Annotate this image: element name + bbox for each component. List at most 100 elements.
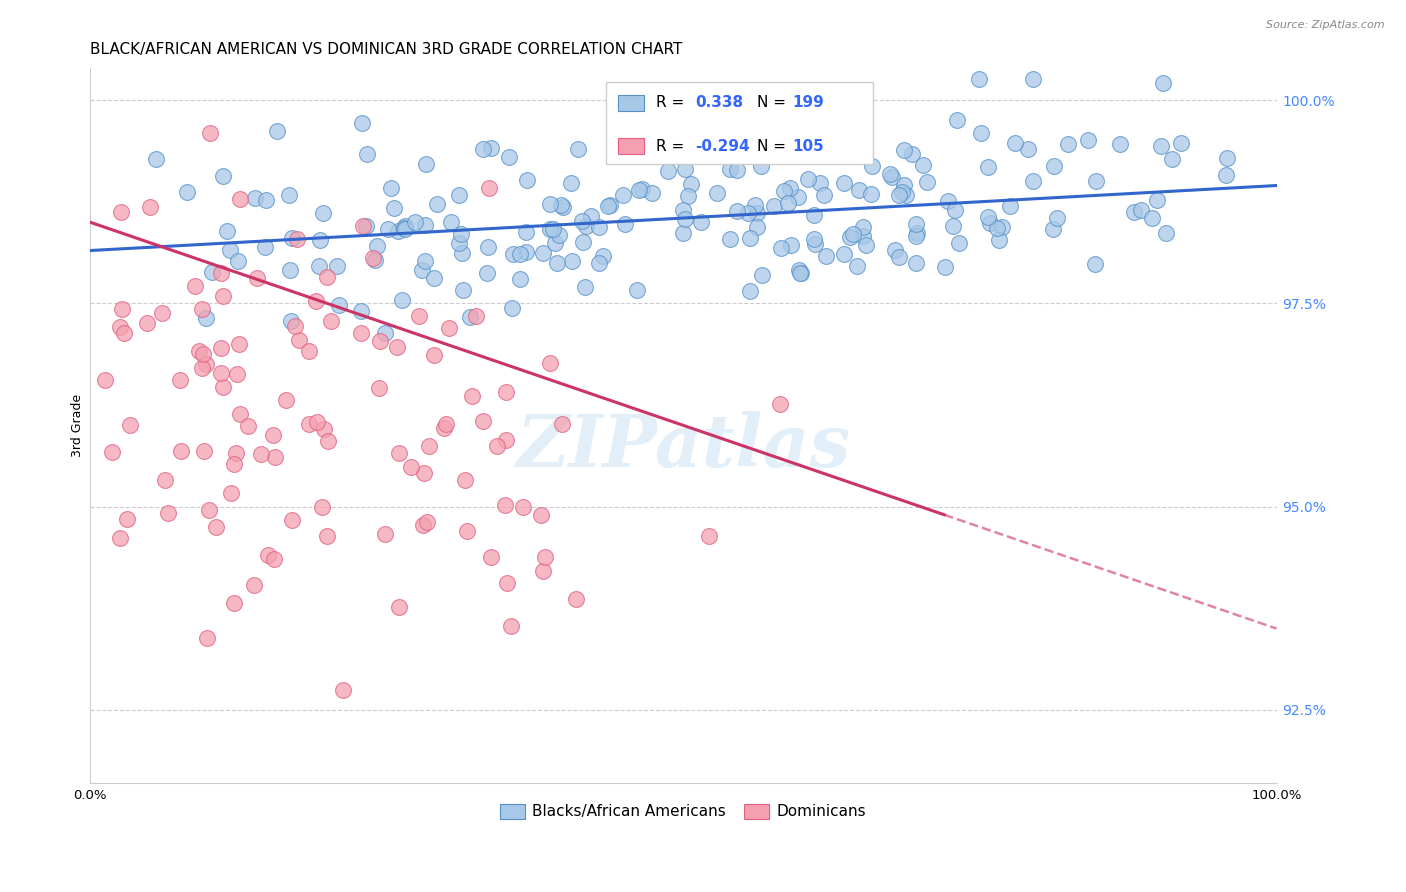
Point: [485, 439, 508, 453]
Point: [169, 373, 191, 387]
Point: [803, 231, 825, 245]
Point: [1216, 151, 1239, 165]
Point: [780, 238, 803, 252]
Point: [1140, 211, 1163, 226]
Point: [740, 284, 762, 298]
Point: [1077, 133, 1099, 147]
Point: [440, 215, 463, 229]
Point: [212, 379, 235, 393]
Point: [352, 219, 374, 233]
Point: [278, 262, 301, 277]
Point: [762, 199, 785, 213]
Point: [893, 178, 915, 192]
Point: [855, 238, 877, 252]
Point: [991, 219, 1014, 234]
Point: [626, 283, 648, 297]
Point: [717, 128, 740, 143]
Point: [657, 164, 679, 178]
Point: [191, 301, 214, 316]
Point: [436, 417, 458, 432]
Point: [718, 162, 741, 177]
Point: [1150, 139, 1173, 153]
Point: [613, 217, 636, 231]
Point: [747, 206, 769, 220]
Point: [678, 188, 700, 202]
Point: [894, 188, 917, 202]
Y-axis label: 3rd Grade: 3rd Grade: [72, 393, 84, 457]
Point: [976, 161, 998, 175]
Point: [794, 139, 817, 153]
Point: [191, 361, 214, 376]
Point: [1022, 72, 1045, 87]
Point: [675, 161, 697, 176]
Point: [458, 310, 481, 324]
Point: [706, 186, 728, 201]
Point: [250, 447, 273, 461]
Point: [226, 367, 249, 381]
Point: [495, 384, 517, 399]
Point: [641, 186, 664, 200]
Point: [193, 444, 215, 458]
Point: [1170, 136, 1192, 150]
Point: [672, 203, 695, 218]
Point: [496, 576, 519, 591]
Point: [834, 176, 856, 190]
FancyBboxPatch shape: [617, 138, 644, 154]
Text: Source: ZipAtlas.com: Source: ZipAtlas.com: [1267, 20, 1385, 29]
Text: R =: R =: [655, 95, 689, 111]
Point: [1129, 202, 1152, 217]
Point: [263, 450, 285, 464]
Point: [502, 246, 524, 260]
Point: [934, 260, 956, 274]
Point: [588, 219, 610, 234]
Point: [385, 340, 408, 354]
Point: [388, 600, 411, 615]
Point: [1046, 211, 1069, 225]
Point: [281, 230, 304, 244]
Point: [356, 146, 378, 161]
Point: [226, 253, 249, 268]
Point: [529, 508, 551, 522]
Point: [367, 381, 389, 395]
Point: [509, 247, 531, 261]
Point: [471, 142, 494, 156]
Point: [942, 219, 965, 233]
Point: [509, 271, 531, 285]
Text: -0.294: -0.294: [695, 139, 749, 153]
Point: [412, 517, 434, 532]
Point: [803, 208, 825, 222]
Point: [201, 265, 224, 279]
Point: [498, 150, 520, 164]
Point: [531, 564, 554, 578]
Point: [450, 246, 472, 260]
Point: [284, 319, 307, 334]
Point: [592, 249, 614, 263]
Point: [599, 198, 621, 212]
Point: [350, 116, 373, 130]
Point: [1084, 257, 1107, 271]
Point: [628, 183, 651, 197]
Point: [479, 549, 502, 564]
Point: [943, 203, 966, 218]
Point: [217, 224, 239, 238]
Point: [450, 227, 472, 241]
Point: [382, 201, 405, 215]
Point: [813, 187, 835, 202]
Point: [792, 137, 814, 152]
Point: [388, 445, 411, 459]
Point: [278, 187, 301, 202]
Point: [266, 124, 288, 138]
Point: [309, 233, 332, 247]
Point: [512, 500, 534, 514]
Point: [977, 211, 1000, 225]
Point: [879, 167, 901, 181]
Point: [246, 271, 269, 285]
Point: [426, 197, 449, 211]
Point: [325, 259, 347, 273]
Point: [198, 126, 221, 140]
Point: [394, 221, 416, 235]
Point: [697, 529, 720, 543]
Legend: Blacks/African Americans, Dominicans: Blacks/African Americans, Dominicans: [494, 797, 872, 825]
Point: [839, 230, 862, 244]
Point: [288, 333, 311, 347]
